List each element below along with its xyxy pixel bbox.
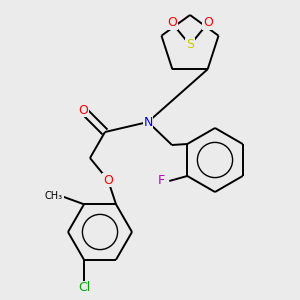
Text: N: N — [143, 116, 153, 128]
Text: F: F — [158, 175, 165, 188]
Text: S: S — [186, 38, 194, 52]
Text: O: O — [103, 173, 113, 187]
Text: O: O — [167, 16, 177, 29]
Text: O: O — [203, 16, 213, 29]
Text: O: O — [78, 103, 88, 116]
Text: CH₃: CH₃ — [45, 191, 63, 201]
Text: Cl: Cl — [78, 281, 90, 294]
